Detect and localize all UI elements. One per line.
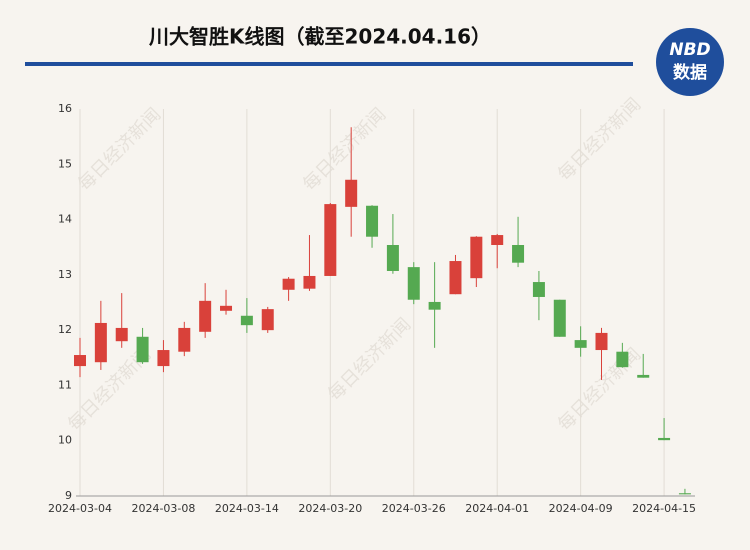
watermark: 每日经济新闻 bbox=[554, 344, 645, 435]
candle-body bbox=[178, 327, 191, 352]
x-tick-label: 2024-03-20 bbox=[298, 502, 362, 515]
candle-body bbox=[345, 179, 358, 207]
candle-body bbox=[386, 245, 399, 271]
y-tick-label: 15 bbox=[58, 157, 72, 170]
x-tick-label: 2024-03-08 bbox=[131, 502, 195, 515]
watermark: 每日经济新闻 bbox=[299, 104, 390, 195]
y-tick-label: 12 bbox=[58, 323, 72, 336]
candle-body bbox=[115, 327, 128, 342]
candle-body bbox=[220, 305, 233, 311]
logo-bottom: 数据 bbox=[673, 62, 707, 83]
y-tick-label: 10 bbox=[58, 434, 72, 447]
candle-body bbox=[157, 350, 170, 367]
candle-body bbox=[303, 275, 316, 289]
candle-body bbox=[240, 315, 253, 326]
candle-body bbox=[324, 204, 337, 276]
candle-body bbox=[470, 236, 483, 279]
candle-body bbox=[282, 278, 295, 290]
candle-body bbox=[261, 309, 274, 331]
y-tick-label: 14 bbox=[58, 213, 72, 226]
candle-body bbox=[658, 437, 671, 441]
chart-title: 川大智胜K线图（截至2024.04.16） bbox=[148, 25, 491, 49]
candle-body bbox=[366, 205, 379, 237]
y-tick-label: 13 bbox=[58, 268, 72, 281]
candle-body bbox=[449, 261, 462, 295]
x-tick-label: 2024-04-09 bbox=[549, 502, 613, 515]
candle-body bbox=[595, 332, 608, 351]
candle-body bbox=[94, 322, 107, 363]
candle-body bbox=[407, 267, 420, 300]
y-tick-label: 9 bbox=[65, 489, 72, 502]
x-tick-label: 2024-03-04 bbox=[48, 502, 112, 515]
watermark: 每日经济新闻 bbox=[554, 94, 645, 185]
candle-body bbox=[637, 374, 650, 378]
watermark: 每日经济新闻 bbox=[74, 104, 165, 195]
candle-body bbox=[512, 245, 525, 263]
logo bbox=[656, 28, 724, 96]
candle-body bbox=[532, 282, 545, 297]
x-tick-label: 2024-04-01 bbox=[465, 502, 529, 515]
watermark: 每日经济新闻 bbox=[324, 314, 415, 405]
candle-body bbox=[616, 351, 629, 368]
candle-body bbox=[553, 299, 566, 337]
y-tick-label: 11 bbox=[58, 378, 72, 391]
title-rule bbox=[25, 62, 633, 66]
x-tick-label: 2024-03-14 bbox=[215, 502, 279, 515]
y-tick-label: 16 bbox=[58, 102, 72, 115]
logo-top: NBD bbox=[669, 40, 710, 60]
candle-body bbox=[678, 493, 691, 495]
candle-body bbox=[574, 340, 587, 348]
candle-body bbox=[491, 235, 504, 246]
candle-body bbox=[74, 355, 86, 367]
candle-body bbox=[199, 300, 212, 332]
candle-body bbox=[428, 301, 441, 310]
x-tick-label: 2024-03-26 bbox=[382, 502, 446, 515]
x-tick-label: 2024-04-15 bbox=[632, 502, 696, 515]
candle-body bbox=[136, 336, 149, 363]
